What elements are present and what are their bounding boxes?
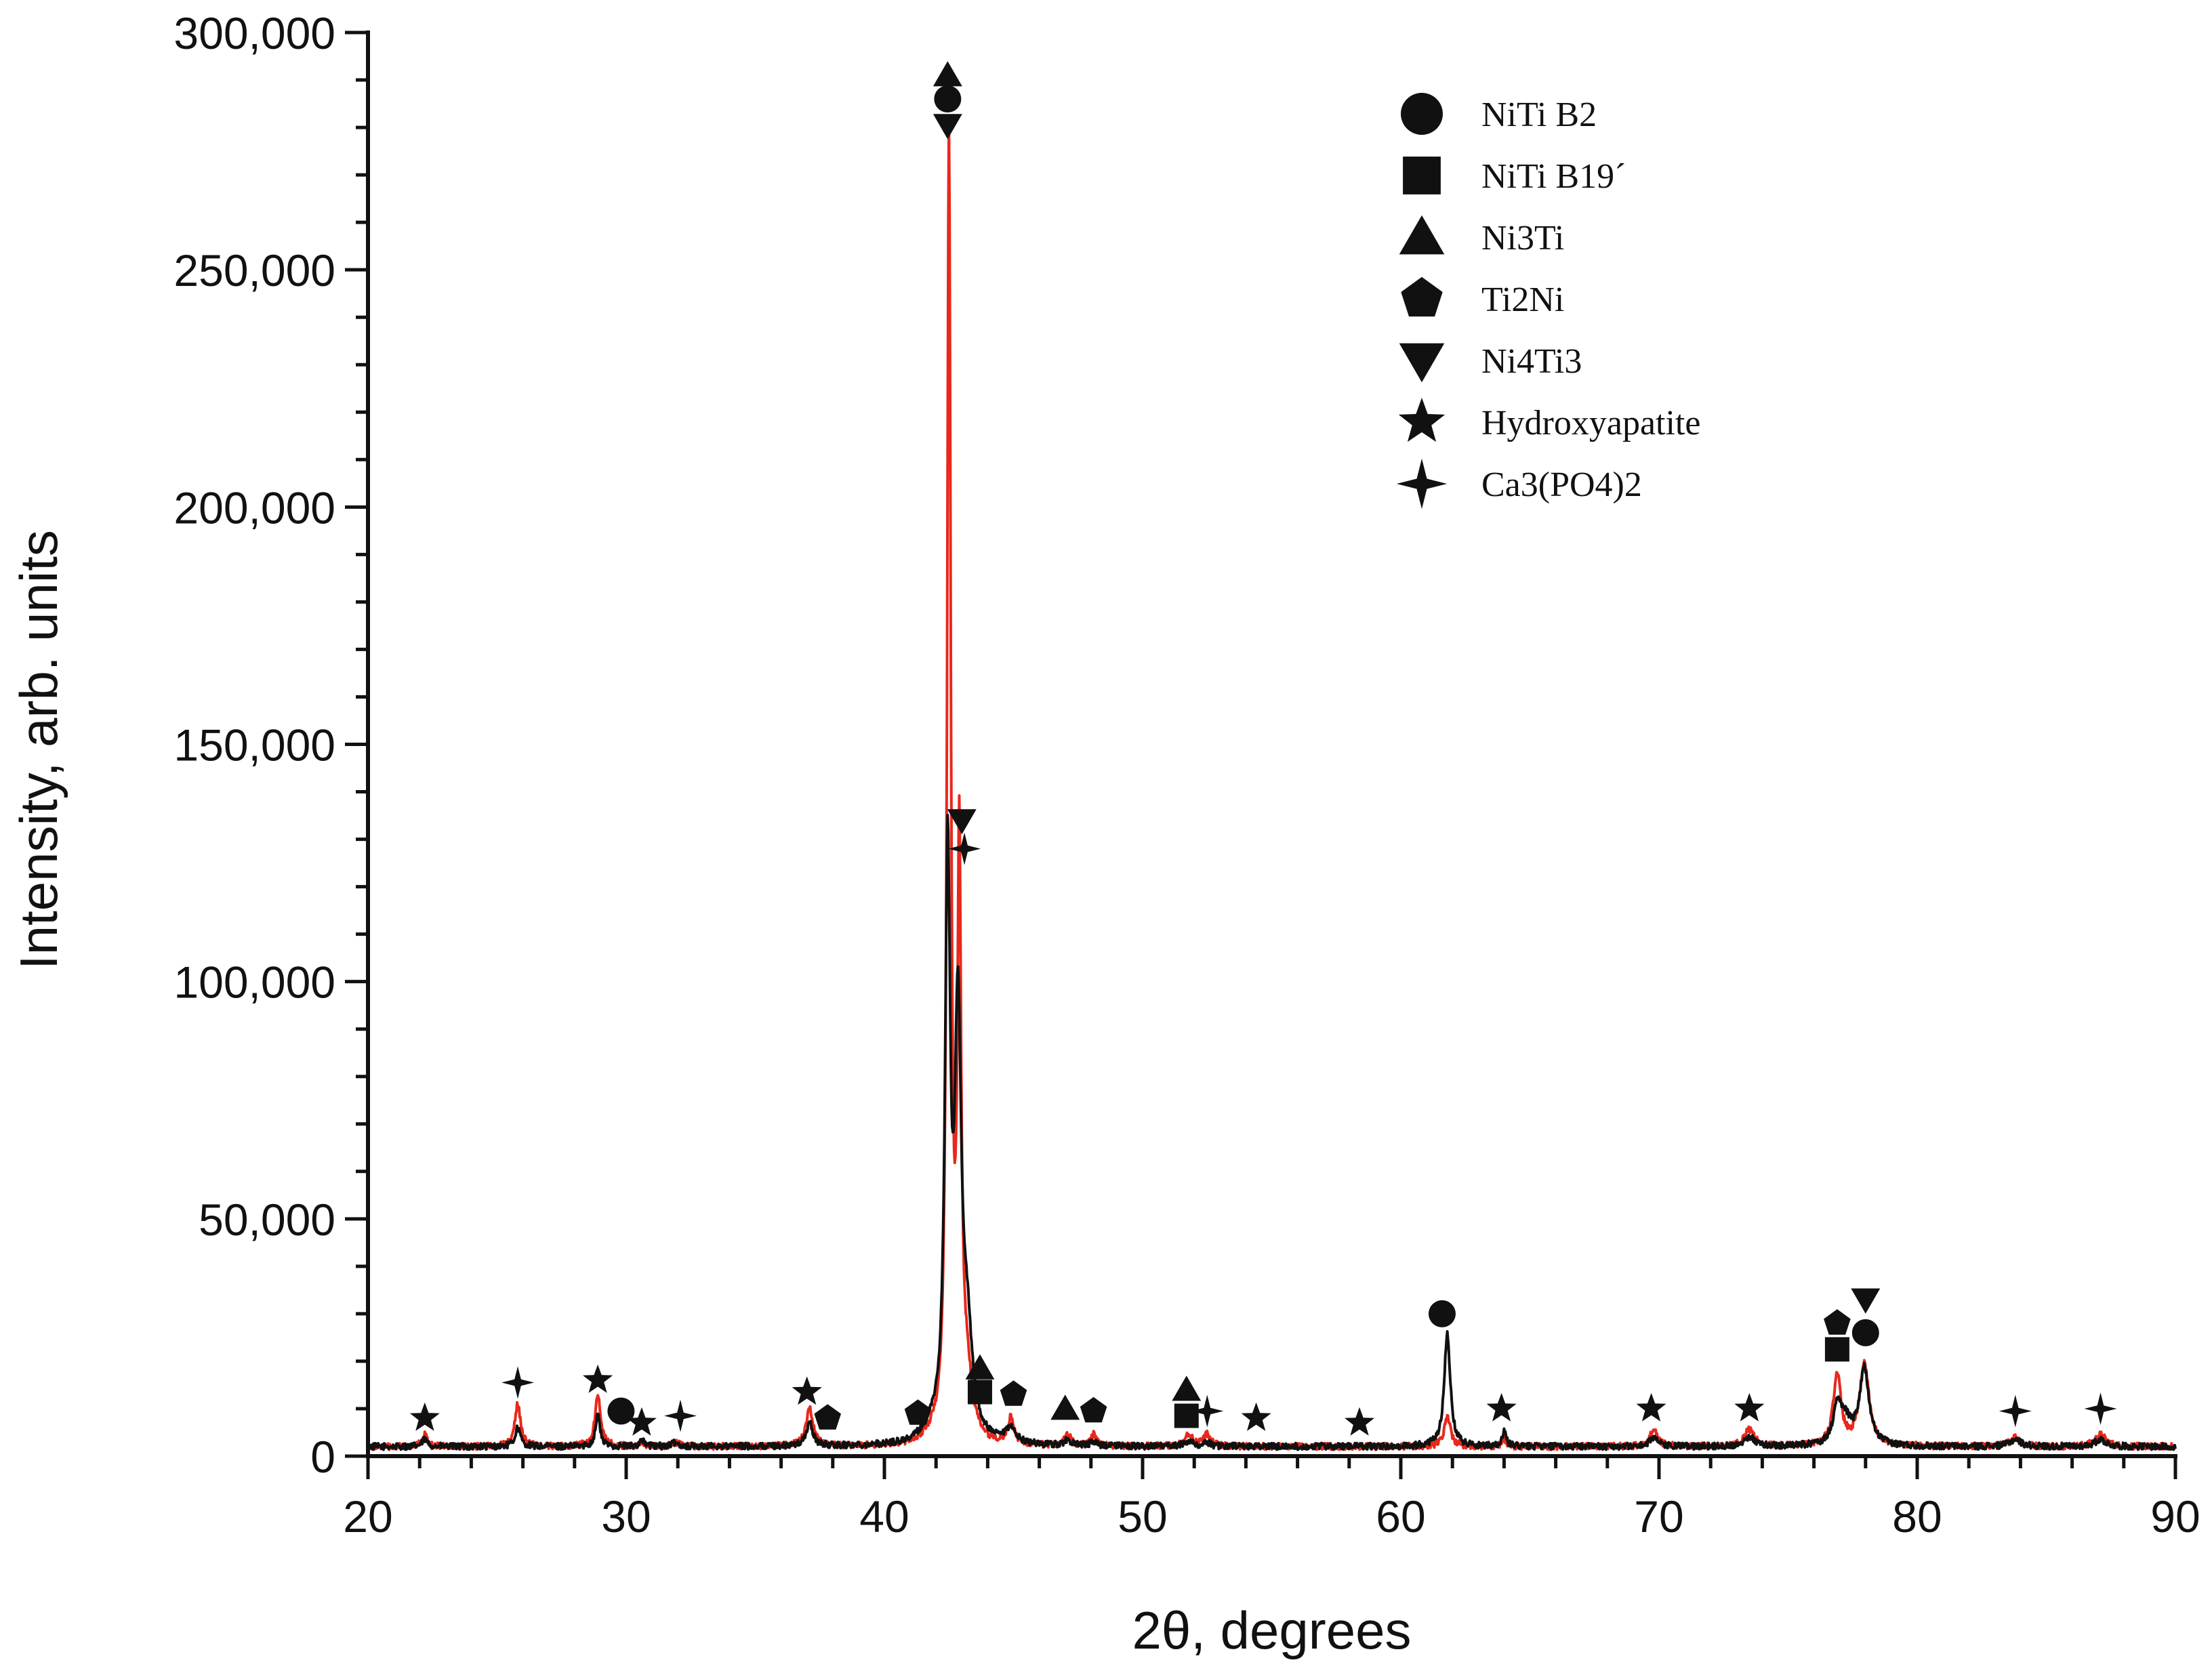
legend-symbol-pentagon [1401, 276, 1443, 317]
peak-marker-star4 [1999, 1394, 2032, 1428]
peak-marker-star4 [501, 1366, 534, 1399]
series-line-red [367, 116, 2177, 1451]
peak-marker-star5 [409, 1402, 440, 1431]
peak-marker-pentagon [1000, 1380, 1027, 1406]
axes: 20 30 40 50 60 70 80 90 0 50,000 100,000 150,000 20… [173, 8, 2200, 1542]
peak-marker-pentagon [1080, 1397, 1107, 1423]
y-tick-label: 300,000 [173, 8, 335, 58]
x-tick-label: 50 [1118, 1491, 1167, 1542]
y-tick-label: 50,000 [199, 1195, 335, 1245]
x-tick-label: 40 [859, 1491, 909, 1542]
peak-marker-star4 [948, 832, 981, 865]
x-tick-label: 20 [343, 1491, 392, 1542]
peak-marker-triangle-down [1851, 1288, 1881, 1314]
x-tick-label: 30 [601, 1491, 651, 1542]
peak-marker-star4 [1191, 1394, 1224, 1428]
peak-marker-triangle-down [947, 809, 977, 835]
peak-marker-star4 [664, 1399, 697, 1432]
legend-label: Ca3(PO4)2 [1481, 466, 1642, 504]
peak-marker-star5 [626, 1407, 657, 1436]
peak-marker-star5 [1636, 1392, 1666, 1422]
peak-marker-square [1174, 1403, 1199, 1428]
peak-marker-star5 [1241, 1402, 1271, 1431]
x-axis-title: 2θ, degrees [1132, 1600, 1412, 1660]
peak-marker-pentagon [904, 1399, 932, 1425]
peak-marker-star5 [1486, 1392, 1517, 1422]
x-ticks: 20 30 40 50 60 70 80 90 [343, 1456, 2200, 1542]
legend-label: Ti2Ni [1481, 281, 1564, 319]
peak-marker-square [1824, 1337, 1849, 1362]
legend: NiTi B2 NiTi B19´ Ni3Ti Ti2Ni Ni4Ti3 Hydroxya… [1396, 93, 1700, 510]
peak-markers [409, 61, 2117, 1436]
legend-symbol-star5 [1398, 398, 1446, 442]
y-axis-title: Intensity, arb. units [9, 530, 68, 970]
peak-marker-star5 [792, 1376, 822, 1405]
x-tick-label: 90 [2150, 1491, 2200, 1542]
legend-label: NiTi B2 [1481, 96, 1597, 134]
peak-marker-circle [607, 1397, 635, 1425]
plot-area [367, 116, 2177, 1451]
legend-symbol-circle [1401, 93, 1443, 135]
peak-marker-circle [1428, 1300, 1456, 1327]
legend-label: Hydroxyapatite [1481, 404, 1700, 442]
peak-marker-pentagon [1824, 1309, 1851, 1335]
series-line-black [367, 813, 2177, 1451]
peak-marker-pentagon [814, 1404, 841, 1430]
peak-marker-triangle-down [933, 114, 962, 140]
peak-marker-triangle-up [965, 1354, 995, 1380]
peak-marker-star5 [583, 1364, 613, 1393]
legend-symbol-star4 [1396, 458, 1448, 510]
x-tick-label: 80 [1892, 1491, 1942, 1542]
x-tick-label: 70 [1634, 1491, 1683, 1542]
y-tick-label: 0 [310, 1432, 335, 1482]
peak-marker-triangle-up [1172, 1376, 1202, 1401]
legend-symbol-square [1403, 157, 1441, 194]
peak-marker-star4 [2084, 1392, 2117, 1425]
y-tick-label: 200,000 [173, 482, 335, 533]
legend-label: Ni3Ti [1481, 219, 1564, 257]
y-tick-label: 150,000 [173, 720, 335, 770]
legend-symbol-triangle-up [1399, 215, 1445, 255]
peak-marker-circle [1851, 1319, 1879, 1346]
legend-label: NiTi B19´ [1481, 157, 1626, 196]
y-tick-label: 100,000 [173, 957, 335, 1008]
y-tick-label: 250,000 [173, 245, 335, 295]
x-tick-label: 60 [1376, 1491, 1425, 1542]
peak-marker-star5 [1734, 1392, 1765, 1422]
legend-label: Ni4Ti3 [1481, 342, 1582, 381]
peak-marker-square [967, 1380, 992, 1405]
y-ticks: 0 50,000 100,000 150,000 200,000 250,000 300,0… [173, 8, 368, 1482]
peak-marker-triangle-up [1050, 1394, 1080, 1420]
peak-marker-star5 [1345, 1407, 1375, 1436]
peak-marker-circle [934, 85, 962, 113]
peak-marker-triangle-up [933, 61, 962, 87]
legend-symbol-triangle-down [1399, 343, 1445, 383]
